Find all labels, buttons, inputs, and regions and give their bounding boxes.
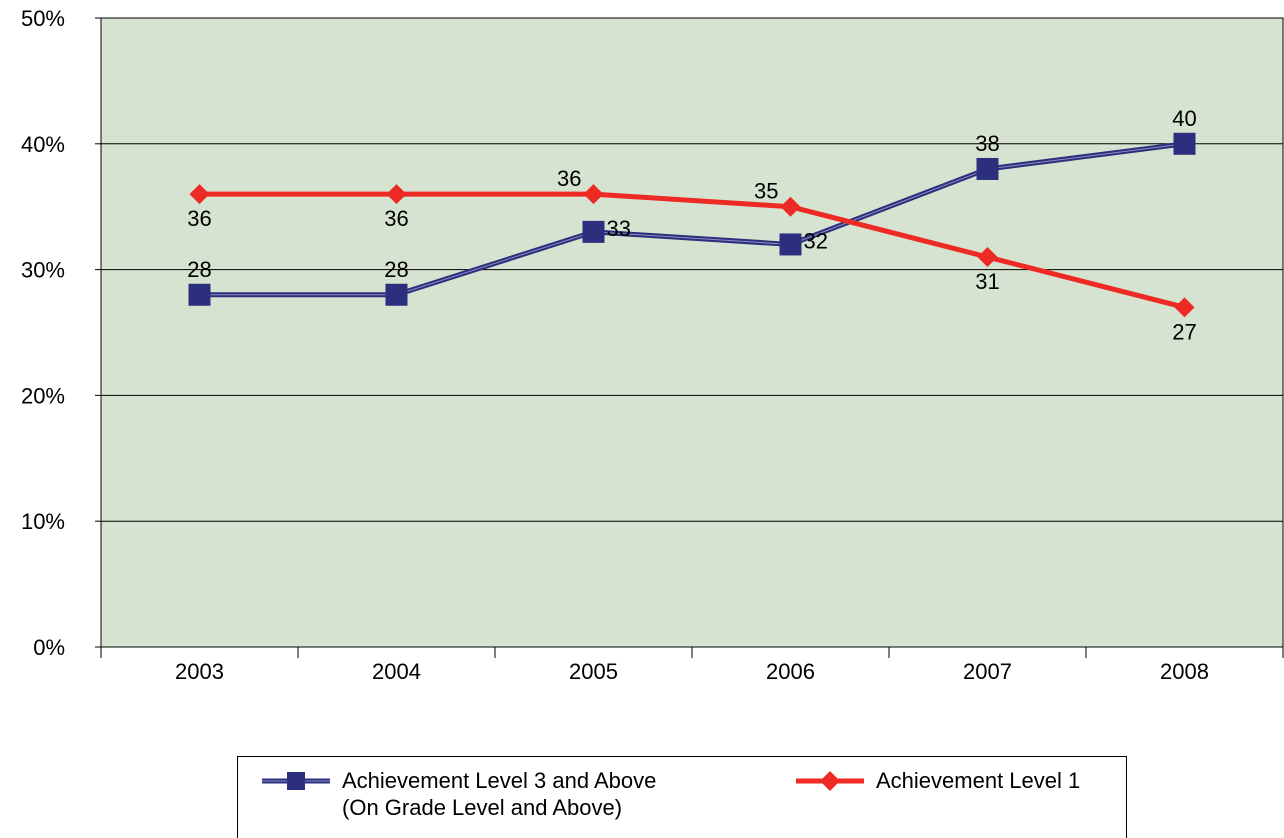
data-label: 36 (384, 206, 408, 231)
y-tick-label: 30% (21, 258, 65, 283)
legend-label-level-1: Achievement Level 1 (876, 768, 1081, 793)
line-chart: 0% 10% 20% 30% 40% 50% 2003 2004 2005 2006 2007 200… (21, 6, 1284, 684)
data-point-diamond (780, 196, 801, 217)
x-tick-label: 2004 (372, 659, 421, 684)
legend: Achievement Level 3 and Above (On Grade … (237, 756, 1127, 838)
legend-item-level-1: Achievement Level 1 (794, 767, 1080, 794)
data-point-square (188, 283, 211, 306)
series-line (199, 191, 1186, 310)
square-marker-icon (262, 772, 330, 790)
plot-area (100, 17, 1284, 648)
y-tick-label: 0% (33, 635, 65, 660)
series-line-highlight (199, 143, 1185, 296)
y-tick-label: 10% (21, 509, 65, 534)
data-point-square (582, 220, 605, 243)
x-tick-label: 2005 (569, 659, 618, 684)
diamond-marker-icon (796, 771, 864, 791)
data-point-square (779, 233, 802, 256)
data-label: 40 (1172, 106, 1196, 131)
data-label: 36 (187, 206, 211, 231)
data-label: 38 (975, 131, 999, 156)
data-point-diamond (189, 184, 210, 205)
x-tick-label: 2006 (766, 659, 815, 684)
data-label: 36 (557, 166, 581, 191)
y-tick-label: 40% (21, 132, 65, 157)
data-point-diamond (583, 184, 604, 205)
data-point-diamond (386, 184, 407, 205)
data-point-square (976, 157, 999, 180)
data-point-diamond (1174, 297, 1195, 318)
data-label: 32 (804, 228, 828, 253)
data-point-square (1173, 132, 1196, 155)
x-tick-label: 2007 (963, 659, 1012, 684)
y-tick-label: 50% (21, 6, 65, 31)
data-label: 28 (187, 257, 211, 282)
data-point-diamond (977, 247, 998, 268)
data-label: 31 (975, 269, 999, 294)
legend-item-level-3: Achievement Level 3 and Above (On Grade … (260, 767, 656, 821)
x-tick-label: 2008 (1160, 659, 1209, 684)
x-tick-label: 2003 (175, 659, 224, 684)
data-label: 28 (384, 257, 408, 282)
data-label: 35 (754, 179, 778, 204)
data-label: 27 (1172, 319, 1196, 344)
data-point-square (385, 283, 408, 306)
y-tick-label: 20% (21, 383, 65, 408)
legend-label-level-3: Achievement Level 3 and Above (On Grade … (342, 768, 657, 820)
data-label: 33 (607, 216, 631, 241)
